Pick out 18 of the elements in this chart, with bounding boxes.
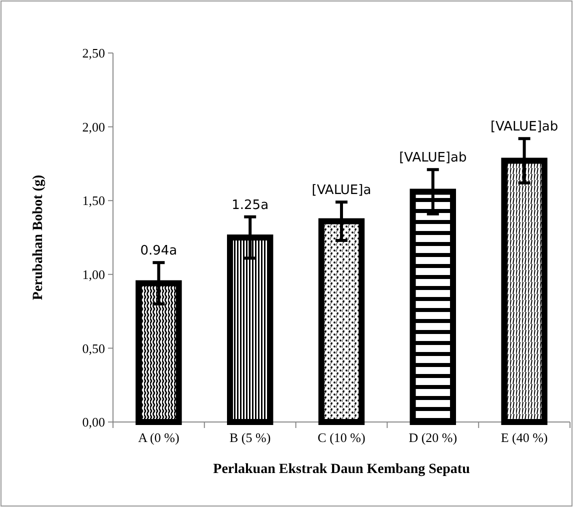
y-tick-label: 1,00 xyxy=(82,266,105,282)
y-axis-title: Perubahan Bobot (g) xyxy=(31,174,46,300)
y-tick-label: 1,50 xyxy=(82,193,105,208)
data-label: [VALUE]a xyxy=(312,183,372,198)
data-label: [VALUE]ab xyxy=(399,150,467,166)
x-tick-label: A (0 %) xyxy=(138,430,180,445)
data-label: 0.94a xyxy=(140,244,178,259)
x-tick-label: D (20 %) xyxy=(408,430,458,445)
data-label: [VALUE]ab xyxy=(490,120,558,135)
y-tick-label: 0,00 xyxy=(82,414,105,430)
x-axis-title: Perlakuan Ekstrak Daun Kembang Sepatu xyxy=(213,462,470,477)
y-tick-label: 2,00 xyxy=(82,119,105,134)
x-tick-label: C (10 %) xyxy=(318,430,366,445)
y-tick-label: 2,50 xyxy=(82,46,105,61)
y-tick-label: 0,50 xyxy=(82,340,105,356)
x-tick-label: E (40 %) xyxy=(500,430,548,445)
data-label: 1.25a xyxy=(232,198,269,213)
x-tick-label: B (5 %) xyxy=(230,430,271,445)
